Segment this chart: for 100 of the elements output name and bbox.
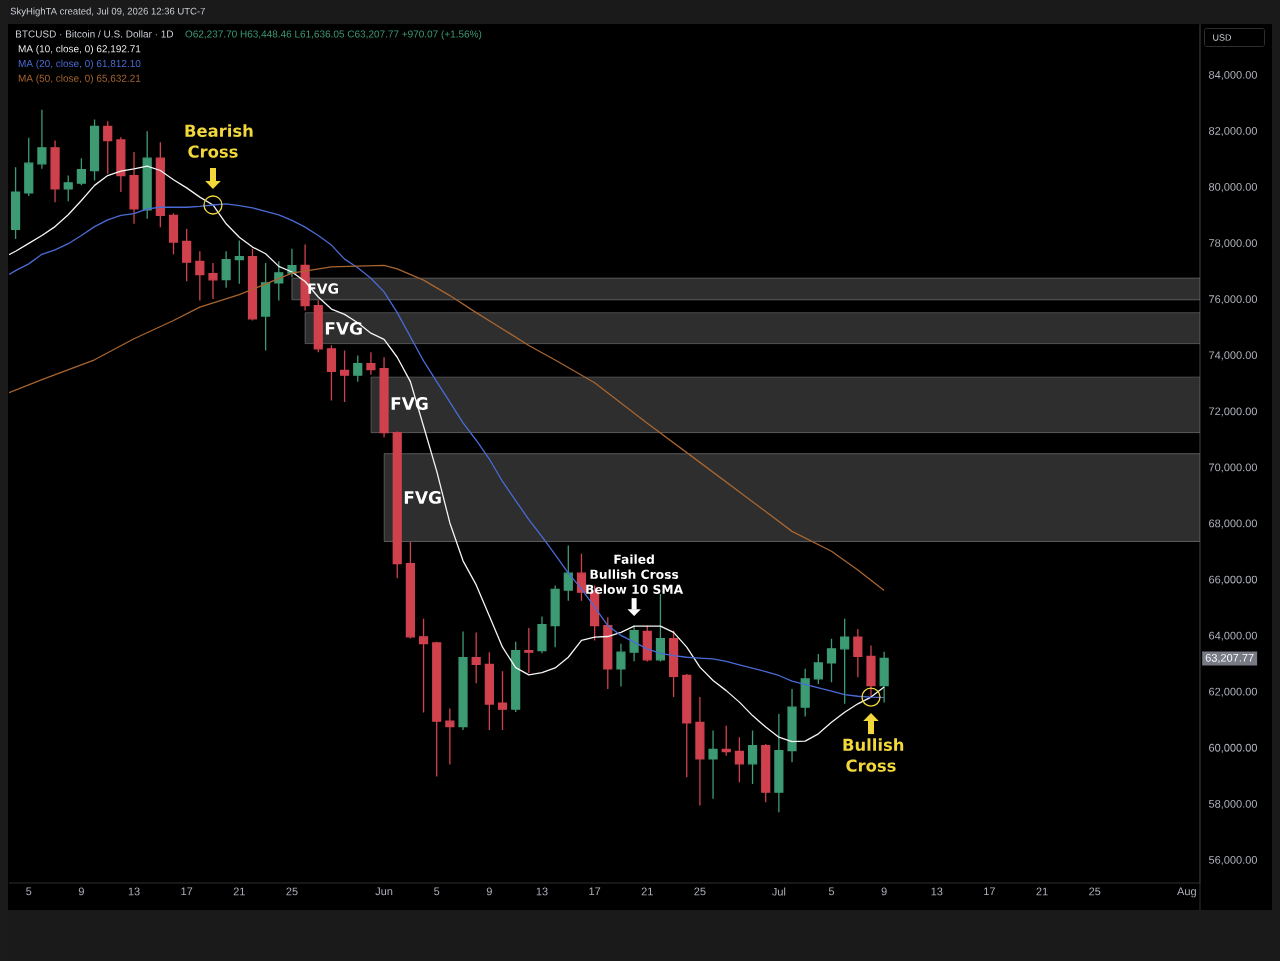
candlestick	[708, 729, 718, 800]
x-tick-label: 17	[984, 887, 995, 896]
candlestick	[761, 743, 771, 803]
y-tick-label: 58,000.00	[1208, 799, 1258, 810]
x-tick-label: 9	[486, 887, 492, 896]
x-tick-label: Jul	[772, 887, 786, 896]
candlestick	[208, 262, 218, 300]
y-tick-label: 62,000.00	[1209, 687, 1258, 697]
candlestick	[853, 628, 863, 678]
candlestick	[537, 615, 547, 654]
x-tick-label: 9	[78, 887, 84, 896]
y-tick-label: 76,000.00	[1209, 295, 1258, 305]
x-tick-label: Jun	[375, 887, 393, 896]
annotation: Bullish Cross	[843, 738, 904, 772]
x-tick-label: Aug	[1177, 887, 1196, 898]
candlestick	[458, 630, 468, 731]
candlestick	[247, 248, 258, 322]
candlestick	[353, 354, 363, 383]
candlestick	[813, 653, 823, 685]
x-tick-label: 25	[286, 887, 298, 896]
chart-title: BTCUSD · Bitcoin / U.S. Dollar · 1D	[16, 30, 174, 38]
candlestick	[142, 130, 152, 220]
x-tick-label: 17	[589, 887, 601, 896]
line-series	[9, 264, 885, 592]
candlestick	[603, 616, 613, 690]
x-tick-label: 21	[233, 887, 245, 896]
candlestick	[261, 262, 271, 352]
candlestick	[668, 629, 679, 698]
candlestick	[787, 688, 797, 763]
y-tick-label: 78,000.00	[1209, 239, 1258, 249]
text: MA (20, close, 0) 61,812.10	[18, 59, 141, 70]
x-tick-label: 17	[181, 887, 193, 896]
text: MA (10, close, 0) 62,192.71	[18, 44, 141, 55]
candlestick	[840, 618, 850, 705]
candlestick	[879, 651, 889, 704]
y-tick-label: 74,000.00	[1209, 351, 1258, 361]
candlestick	[695, 696, 705, 807]
candlestick	[484, 651, 494, 731]
x-tick-label: 5	[434, 887, 440, 896]
y-tick-label: 70,000.00	[1209, 463, 1258, 473]
candlestick	[734, 736, 744, 783]
candlestick	[326, 344, 337, 402]
candlestick	[629, 624, 639, 662]
y-tick-label: 56,000.00	[1208, 856, 1258, 866]
candlestick	[445, 707, 455, 766]
candlestick	[168, 212, 179, 255]
candlestick	[511, 641, 521, 713]
x-tick-label: 9	[881, 887, 887, 896]
candlestick	[103, 120, 113, 175]
y-tick-label: 82,000.00	[1208, 127, 1258, 137]
candlestick	[682, 673, 692, 778]
y-tick-label: 84,000.00	[1208, 70, 1258, 80]
candlestick	[221, 250, 231, 289]
x-tick-label: 21	[1036, 887, 1048, 896]
text: SkyHighTA created, Jul 09, 2026 12:36 UTC-7	[10, 7, 205, 17]
annotation: FVG	[325, 321, 362, 335]
candlestick	[300, 243, 310, 312]
y-tick-label: 60,000.00	[1209, 743, 1258, 753]
candlestick	[195, 250, 205, 302]
candlestick	[826, 638, 837, 683]
x-tick-label: 21	[641, 887, 653, 896]
candlestick	[129, 151, 139, 225]
candlestick	[747, 729, 758, 785]
candlestick	[616, 643, 626, 688]
candlestick	[182, 228, 192, 282]
candlestick	[313, 299, 323, 353]
candlestick	[774, 713, 784, 813]
annotation: Bearish Cross	[185, 124, 253, 158]
annotation: FVG	[404, 491, 441, 504]
annotation: O62,237.70 H63,448.46 L61,636.05 C63,207.77 +970.07 (+1.56%)	[185, 30, 482, 40]
candlestick	[800, 668, 810, 718]
candlestick	[550, 584, 560, 648]
candlestick	[642, 624, 652, 663]
candlestick	[76, 157, 86, 187]
x-tick-label: 5	[828, 887, 835, 896]
text: MA (50, close, 0) 65,632.21	[18, 74, 141, 84]
y-tick-label: 68,000.00	[1209, 519, 1258, 529]
x-tick-label: 25	[694, 887, 706, 896]
candlestick	[116, 136, 126, 193]
candlestick	[155, 141, 165, 228]
x-tick-label: 5	[26, 887, 32, 896]
candlestick	[366, 351, 376, 376]
candlestick	[379, 356, 389, 438]
candlestick	[89, 118, 100, 182]
candlestick	[405, 541, 415, 640]
candlestick	[63, 174, 73, 202]
y-axis-title: USD	[1213, 34, 1232, 41]
candlestick	[10, 166, 21, 240]
candlestick	[392, 430, 402, 579]
candlestick	[432, 641, 442, 778]
y-tick-label: 66,000.00	[1209, 575, 1258, 585]
x-tick-label: 13	[931, 887, 943, 896]
y-tick-label: 64,000.00	[1209, 631, 1258, 641]
x-tick-label: 13	[128, 887, 140, 896]
candlestick	[37, 109, 47, 170]
text: 63,207.77	[1205, 653, 1254, 663]
candlestick	[24, 137, 34, 197]
x-tick-label: 13	[536, 887, 548, 896]
x-tick-label: 25	[1089, 887, 1101, 896]
y-tick-label: 80,000.00	[1208, 183, 1258, 193]
